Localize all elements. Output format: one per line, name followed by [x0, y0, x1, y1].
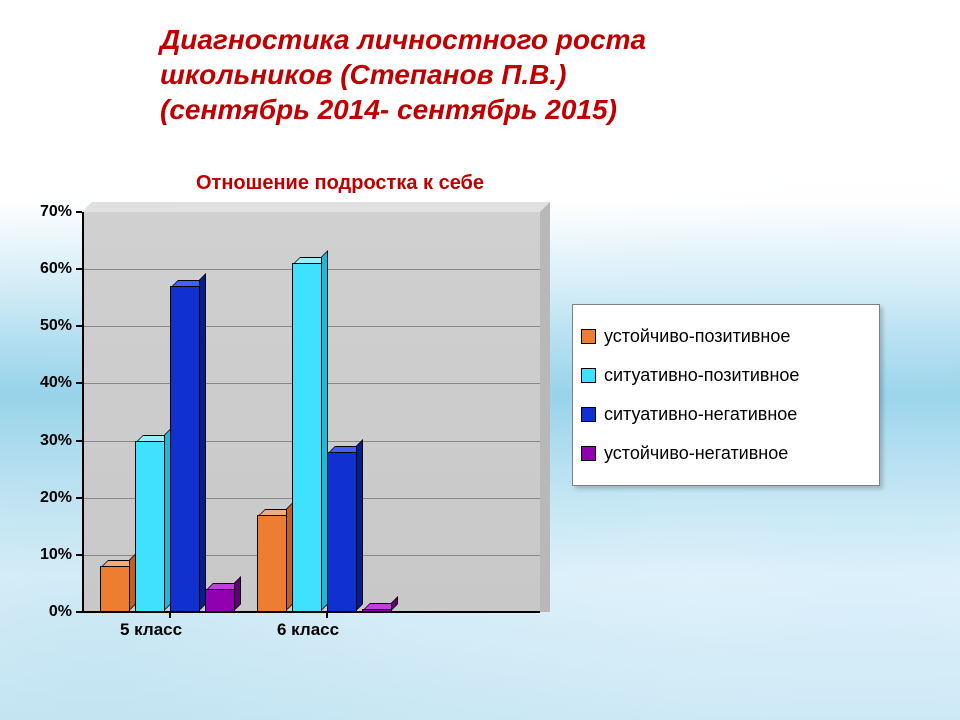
y-tick-label: 10% [40, 546, 72, 564]
legend-label: устойчиво-позитивное [604, 326, 790, 347]
category-tick [326, 612, 328, 618]
y-tick-label: 30% [40, 432, 72, 450]
legend-item: устойчиво-негативное [581, 434, 871, 473]
chart-heading: Отношение подростка к себе [196, 172, 484, 195]
legend-item: ситуативно-негативное [581, 395, 871, 434]
bar [362, 609, 392, 612]
slide: Диагностика личностного роста школьников… [0, 0, 960, 720]
y-axis-line [82, 212, 84, 612]
legend-item: устойчиво-позитивное [581, 317, 871, 356]
y-tick-label: 40% [40, 374, 72, 392]
bar [170, 286, 200, 612]
bar [205, 589, 235, 612]
title-line-1: Диагностика личностного роста [160, 24, 646, 55]
bar-chart: 0%10%20%30%40%50%60%70% 5 класс6 класс [20, 212, 550, 692]
bar-group [100, 212, 270, 612]
legend: устойчиво-позитивное ситуативно-позитивно… [572, 304, 880, 486]
legend-label: ситуативно-негативное [604, 404, 797, 425]
y-axis: 0%10%20%30%40%50%60%70% [20, 212, 76, 612]
legend-label: ситуативно-позитивное [604, 365, 799, 386]
bar [135, 441, 165, 612]
bar [292, 263, 322, 612]
bar-group [257, 212, 427, 612]
y-tick-label: 70% [40, 203, 72, 221]
legend-item: ситуативно-позитивное [581, 356, 871, 395]
y-tick-label: 20% [40, 489, 72, 507]
bar [257, 515, 287, 612]
slide-title: Диагностика личностного роста школьников… [160, 22, 880, 127]
bar [100, 566, 130, 612]
y-tick-label: 50% [40, 317, 72, 335]
plot-3d-wall [540, 202, 550, 612]
legend-swatch [581, 368, 596, 383]
bar [327, 452, 357, 612]
y-tick-label: 60% [40, 260, 72, 278]
category-label: 6 класс [277, 620, 339, 640]
category-tick [169, 612, 171, 618]
title-line-3: (сентябрь 2014- сентябрь 2015) [160, 94, 617, 125]
y-tick-label: 0% [49, 603, 72, 621]
legend-swatch [581, 329, 596, 344]
legend-swatch [581, 446, 596, 461]
category-label: 5 класс [120, 620, 182, 640]
legend-swatch [581, 407, 596, 422]
legend-label: устойчиво-негативное [604, 443, 788, 464]
title-line-2: школьников (Степанов П.В.) [160, 59, 567, 90]
